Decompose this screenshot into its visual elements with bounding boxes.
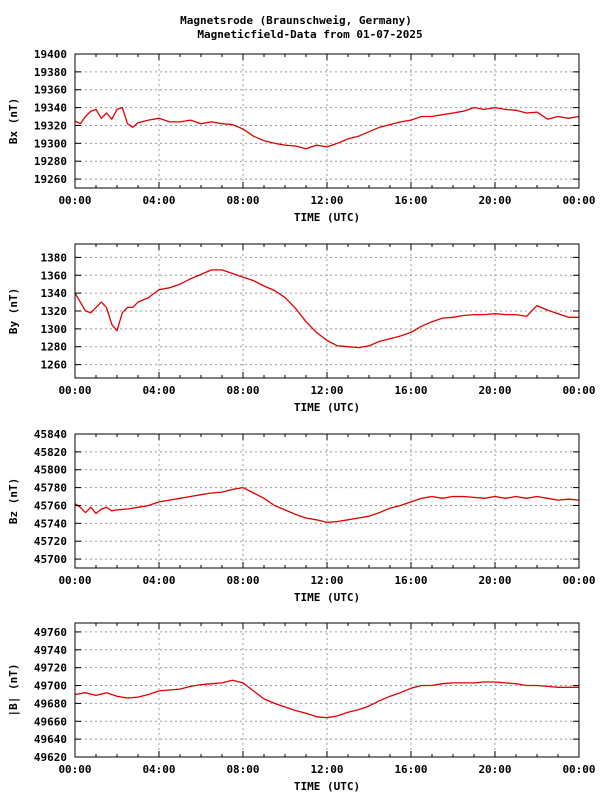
btotal-y-tick-label: 49760	[34, 626, 67, 639]
bz-y-tick-label: 45720	[34, 535, 67, 548]
btotal-x-tick-label: 04:00	[142, 763, 175, 776]
by-x-tick-label: 04:00	[142, 384, 175, 397]
bx-y-tick-label: 19360	[34, 84, 67, 97]
figure-title-line1: Magnetsrode (Braunschweig, Germany)	[180, 14, 412, 27]
by-y-tick-label: 1320	[41, 305, 68, 318]
by-panel: 1260 1280 1300 1320 1340 1360 1380 00:00 04:00 08…	[7, 243, 596, 414]
btotal-y-axis-label: |B| (nT)	[7, 664, 20, 717]
bz-y-tick-label: 45780	[34, 482, 67, 495]
btotal-series-line	[74, 679, 579, 719]
by-y-axis-label: By (nT)	[7, 288, 20, 334]
btotal-x-axis-label: TIME (UTC)	[294, 780, 360, 793]
by-x-tick-label: 08:00	[226, 384, 259, 397]
bz-series-line	[74, 486, 580, 524]
bz-y-tick-label: 45820	[34, 446, 67, 459]
btotal-y-tick-label: 49740	[34, 644, 67, 657]
btotal-x-tick-label: 12:00	[310, 763, 343, 776]
btotal-y-tick-label: 49620	[34, 751, 67, 764]
bz-x-axis-label: TIME (UTC)	[294, 591, 360, 604]
btotal-y-tick-label: 49640	[34, 733, 67, 746]
by-series-line	[74, 269, 579, 349]
bx-y-tick-label: 19280	[34, 155, 67, 168]
btotal-y-tick-label: 49720	[34, 662, 67, 675]
bx-y-tick-label: 19320	[34, 119, 67, 132]
btotal-x-tick-label: 00:00	[562, 763, 595, 776]
bx-x-tick-label: 04:00	[142, 194, 175, 207]
bz-x-tick-label: 20:00	[478, 574, 511, 587]
by-x-axis-label: TIME (UTC)	[294, 401, 360, 414]
figure-title-line2: Magneticfield-Data from 01-07-2025	[197, 28, 422, 41]
btotal-y-tick-label: 49700	[34, 680, 67, 693]
bx-x-tick-label: 00:00	[58, 194, 91, 207]
by-y-tick-label: 1300	[41, 323, 68, 336]
btotal-x-tick-label: 20:00	[478, 763, 511, 776]
bz-panel: 45700 45720 45740 45760 45780 45800 45820 45840…	[7, 428, 596, 604]
bz-x-tick-label: 16:00	[394, 574, 427, 587]
bx-y-tick-label: 19260	[34, 173, 67, 186]
bx-x-axis-label: TIME (UTC)	[294, 211, 360, 224]
bx-panel: 19260 19280 19300 19320 19340 19360 19380 19400…	[7, 48, 596, 224]
bx-y-tick-label: 19340	[34, 102, 67, 115]
bz-x-tick-label: 08:00	[226, 574, 259, 587]
btotal-x-tick-label: 00:00	[58, 763, 91, 776]
by-y-tick-label: 1280	[41, 341, 68, 354]
bx-series-line	[74, 106, 580, 150]
bz-x-tick-label: 00:00	[562, 574, 595, 587]
bz-x-tick-label: 04:00	[142, 574, 175, 587]
btotal-x-tick-label: 16:00	[394, 763, 427, 776]
by-x-tick-label: 16:00	[394, 384, 427, 397]
bx-y-tick-label: 19380	[34, 66, 67, 79]
btotal-panel: 49620 49640 49660 49680 49700 49720 49740 49760…	[7, 622, 596, 793]
bx-x-tick-label: 20:00	[478, 194, 511, 207]
btotal-y-tick-label: 49660	[34, 715, 67, 728]
by-y-tick-label: 1260	[41, 359, 68, 372]
bz-y-tick-label: 45700	[34, 553, 67, 566]
bx-y-tick-label: 19300	[34, 137, 67, 150]
btotal-y-tick-label: 49680	[34, 697, 67, 710]
bz-x-tick-label: 12:00	[310, 574, 343, 587]
by-x-tick-label: 12:00	[310, 384, 343, 397]
bz-y-axis-label: Bz (nT)	[7, 478, 20, 524]
by-x-tick-label: 20:00	[478, 384, 511, 397]
bx-x-tick-label: 08:00	[226, 194, 259, 207]
bz-y-tick-label: 45760	[34, 499, 67, 512]
by-x-tick-label: 00:00	[58, 384, 91, 397]
by-x-tick-label: 00:00	[562, 384, 595, 397]
by-y-tick-label: 1340	[41, 287, 68, 300]
bx-x-tick-label: 00:00	[562, 194, 595, 207]
by-y-tick-label: 1360	[41, 269, 68, 282]
chart-panels: 19260 19280 19300 19320 19340 19360 19380 19400…	[7, 48, 596, 793]
bx-x-tick-label: 16:00	[394, 194, 427, 207]
bx-x-tick-label: 12:00	[310, 194, 343, 207]
btotal-x-tick-label: 08:00	[226, 763, 259, 776]
bz-y-tick-label: 45740	[34, 517, 67, 530]
bx-y-axis-label: Bx (nT)	[7, 98, 20, 144]
bz-y-tick-label: 45800	[34, 464, 67, 477]
by-y-tick-label: 1380	[41, 251, 68, 264]
bz-y-tick-label: 45840	[34, 428, 67, 441]
bx-y-tick-label: 19400	[34, 48, 67, 61]
bz-x-tick-label: 00:00	[58, 574, 91, 587]
